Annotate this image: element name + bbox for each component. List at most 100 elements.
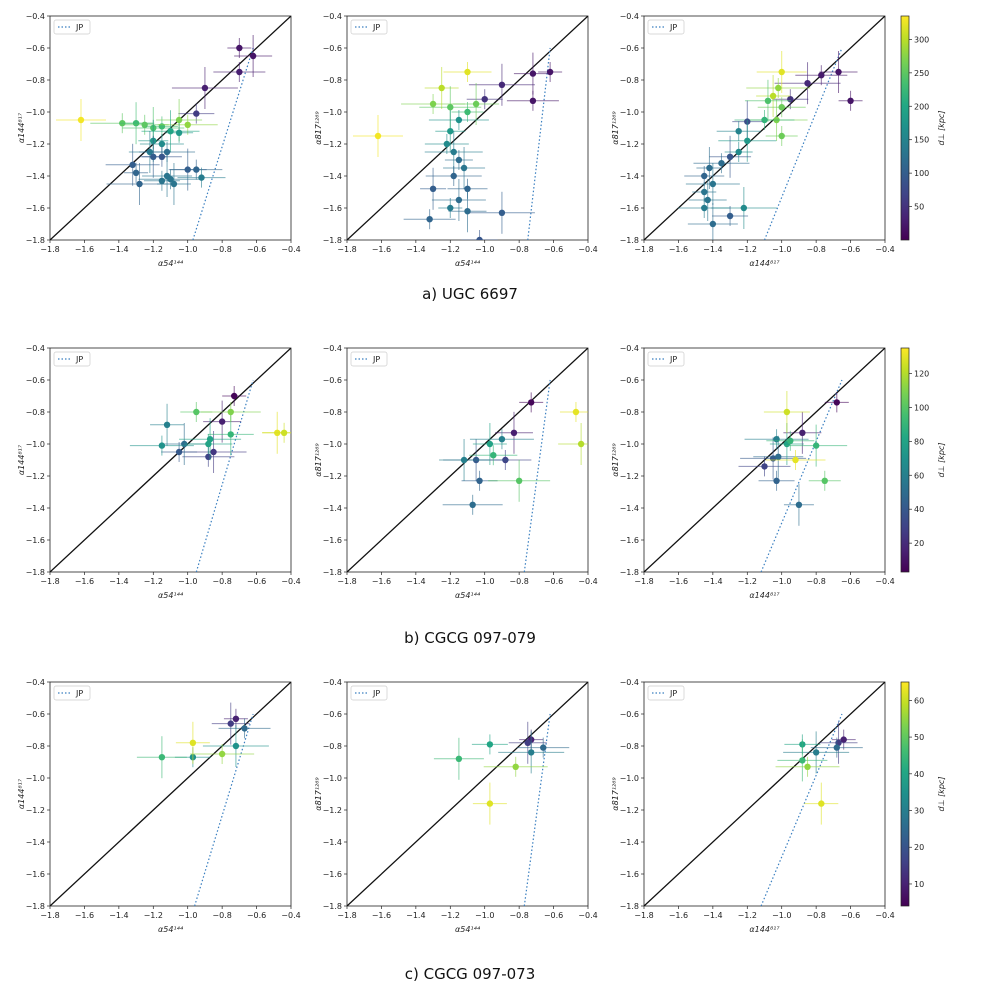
y-tick-label: −1.8 xyxy=(26,902,45,911)
legend-jp-label: JP xyxy=(75,23,83,32)
x-tick-label: −1.2 xyxy=(441,911,460,920)
panel-0-2: −1.8−1.8 −1.6 −1.6 −1.4 −1.4 −1.2 −1.2 −1.0 −1.0… xyxy=(611,12,895,268)
data-point xyxy=(429,100,437,108)
data-point xyxy=(510,429,518,436)
data-point xyxy=(447,204,454,212)
one-to-one-line xyxy=(347,682,588,906)
y-axis-label: α817¹²⁶⁹ xyxy=(611,777,620,811)
legend-box xyxy=(350,351,388,367)
colorbar-tick-label: 250 xyxy=(914,69,929,78)
y-axis-label: α817¹²⁶⁹ xyxy=(611,443,620,477)
data-point xyxy=(476,477,483,484)
x-tick-label: −0.6 xyxy=(841,911,860,920)
data-point xyxy=(799,757,806,764)
data-point xyxy=(709,180,717,188)
legend-box xyxy=(647,19,685,35)
y-tick-label: −1.4 xyxy=(323,172,342,181)
data-point xyxy=(546,68,554,76)
data-point xyxy=(764,97,772,105)
data-point xyxy=(769,92,777,100)
data-point xyxy=(773,436,780,443)
y-tick-label: −1.4 xyxy=(620,838,639,847)
x-tick-label: −0.8 xyxy=(806,577,825,586)
data-point xyxy=(498,209,506,216)
x-tick-label: −1.4 xyxy=(703,577,722,586)
y-tick-label: −1.2 xyxy=(26,472,45,481)
data-point xyxy=(761,116,768,124)
data-point xyxy=(193,408,200,416)
colorbar-label: d⊥ [kpc] xyxy=(937,443,946,478)
y-tick-label: −1.6 xyxy=(323,204,342,213)
data-point xyxy=(787,437,794,444)
data-point xyxy=(778,104,785,111)
y-tick-label: −1.6 xyxy=(26,536,45,545)
x-tick-label: −1.8 xyxy=(337,577,356,586)
data-point xyxy=(163,148,171,156)
plot-area xyxy=(347,682,588,906)
x-tick-label: −1.2 xyxy=(441,245,460,254)
plot-area xyxy=(50,682,291,906)
y-axis-label: α817¹²⁶⁹ xyxy=(314,777,323,811)
x-tick-label: −0.8 xyxy=(509,577,528,586)
data-point xyxy=(833,744,840,751)
data-point xyxy=(158,177,166,184)
data-point xyxy=(540,744,547,751)
data-point xyxy=(227,408,234,416)
data-point xyxy=(158,442,166,449)
data-point xyxy=(170,180,178,188)
x-tick-label: −0.4 xyxy=(875,245,894,254)
y-axis-label: α144⁸¹⁷ xyxy=(17,112,26,143)
data-point xyxy=(455,116,463,124)
x-axis-label: α54¹⁴⁴ xyxy=(455,259,481,268)
y-tick-label: −1.0 xyxy=(26,108,45,117)
data-point xyxy=(527,399,535,406)
x-tick-label: −0.6 xyxy=(247,245,266,254)
data-point xyxy=(374,132,382,140)
data-point xyxy=(77,116,85,124)
y-tick-label: −0.4 xyxy=(26,12,45,21)
data-point xyxy=(490,452,497,459)
legend: JP xyxy=(350,685,388,701)
colorbar-tick-label: 300 xyxy=(914,35,929,44)
data-point xyxy=(236,68,243,76)
data-point xyxy=(175,129,183,136)
y-tick-label: −1.0 xyxy=(323,774,342,783)
y-tick-label: −1.6 xyxy=(323,870,342,879)
data-point xyxy=(512,763,519,770)
data-point xyxy=(821,477,828,484)
x-tick-label: −1.4 xyxy=(703,911,722,920)
data-point xyxy=(718,160,725,167)
legend-box xyxy=(350,685,388,701)
data-point xyxy=(572,408,580,416)
plot-area xyxy=(644,682,885,906)
data-point xyxy=(232,715,240,722)
data-point xyxy=(447,104,454,111)
y-tick-label: −1.8 xyxy=(323,902,342,911)
panel-2-1: −1.8−1.8 −1.6 −1.6 −1.4 −1.4 −1.2 −1.2 −1.0 −1.0… xyxy=(314,678,598,934)
y-tick-label: −1.8 xyxy=(620,902,639,911)
x-tick-label: −1.0 xyxy=(475,911,494,920)
data-point xyxy=(706,164,713,172)
y-tick-label: −0.4 xyxy=(26,678,45,687)
y-tick-label: −1.8 xyxy=(26,236,45,245)
x-tick-label: −0.8 xyxy=(212,911,231,920)
y-tick-label: −1.8 xyxy=(323,236,342,245)
data-point xyxy=(450,172,457,180)
y-axis-label: α817¹²⁶⁹ xyxy=(611,111,620,145)
x-tick-label: −0.8 xyxy=(212,577,231,586)
x-tick-label: −1.4 xyxy=(406,911,425,920)
x-axis-label: α54¹⁴⁴ xyxy=(158,925,184,934)
y-tick-label: −0.8 xyxy=(620,408,639,417)
data-point xyxy=(218,418,226,425)
y-tick-label: −1.4 xyxy=(26,172,45,181)
x-tick-label: −1.8 xyxy=(337,245,356,254)
data-point xyxy=(795,501,803,508)
y-tick-label: −1.0 xyxy=(323,440,342,449)
y-tick-label: −1.0 xyxy=(620,108,639,117)
y-tick-label: −0.6 xyxy=(26,710,45,719)
x-tick-label: −1.6 xyxy=(669,911,688,920)
data-point xyxy=(236,44,243,52)
data-point xyxy=(227,720,234,727)
x-tick-label: −1.6 xyxy=(75,245,94,254)
y-tick-label: −0.6 xyxy=(323,44,342,53)
